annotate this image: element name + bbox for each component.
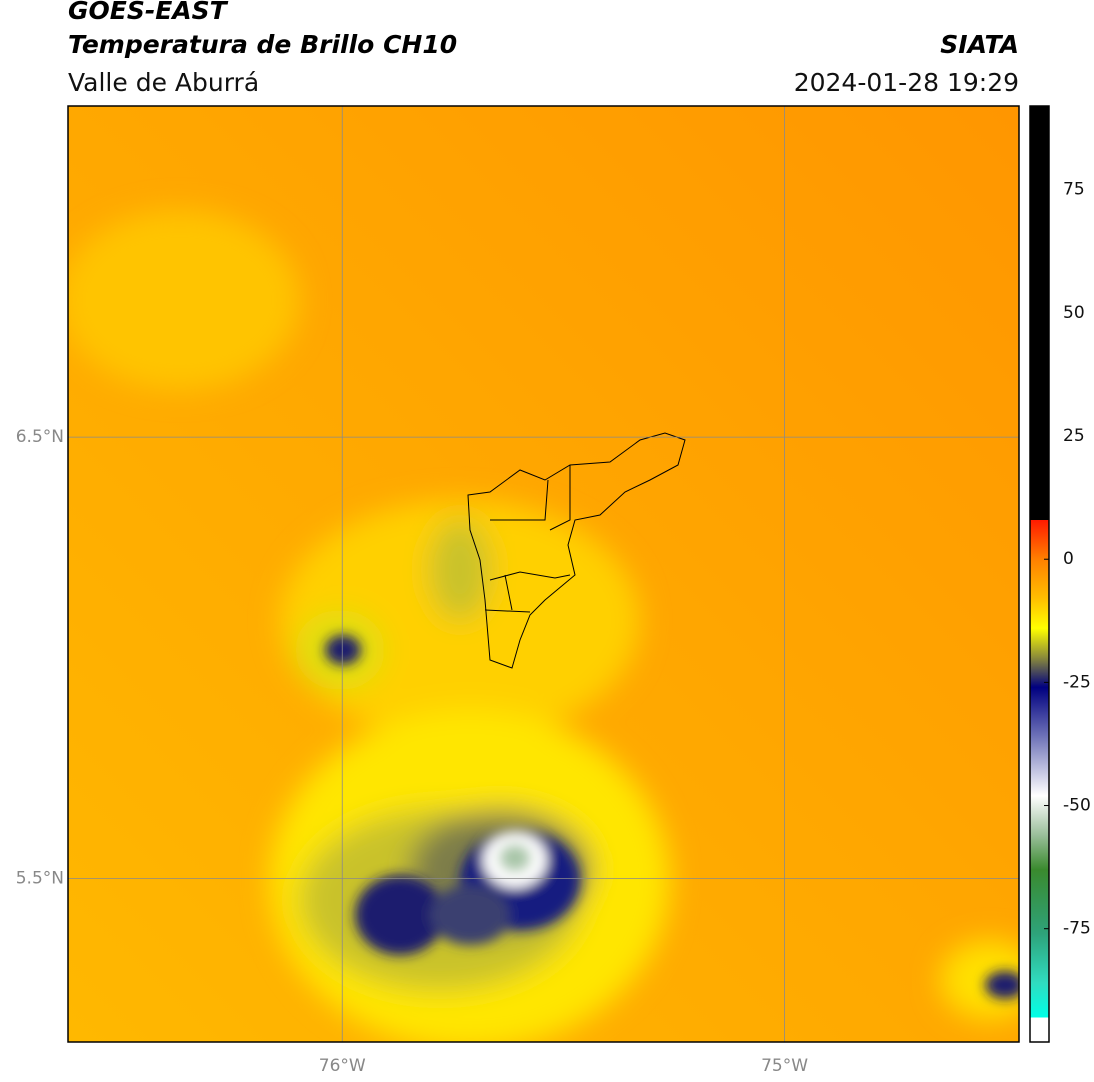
colorbar (1029, 105, 1050, 1043)
y-tick-label: 6.5°N (16, 427, 64, 447)
y-tick-label: 5.5°N (16, 869, 64, 889)
colorbar-tick-label: -75 (1063, 919, 1091, 939)
map-frame (67, 105, 1020, 1043)
title: GOES-EAST (68, 0, 229, 25)
datetime: 2024-01-28 19:29 (794, 68, 1019, 97)
field (68, 106, 1019, 1042)
municipal-borders (467, 432, 686, 669)
x-tick-label: 76°W (319, 1056, 366, 1076)
source: SIATA (940, 30, 1019, 59)
colorbar-tick-label: 0 (1063, 549, 1074, 569)
colorbar-tick-label: 50 (1063, 303, 1085, 323)
region: Valle de Aburrá (68, 68, 259, 97)
colorbar-tick-label: -50 (1063, 796, 1091, 816)
colorbar-tick-label: 75 (1063, 180, 1085, 200)
x-tick-label: 75°W (761, 1056, 808, 1076)
colorbar-tick-label: -25 (1063, 672, 1091, 692)
subtitle: Temperatura de Brillo CH10 (68, 30, 457, 59)
colorbar-tick-label: 25 (1063, 426, 1085, 446)
